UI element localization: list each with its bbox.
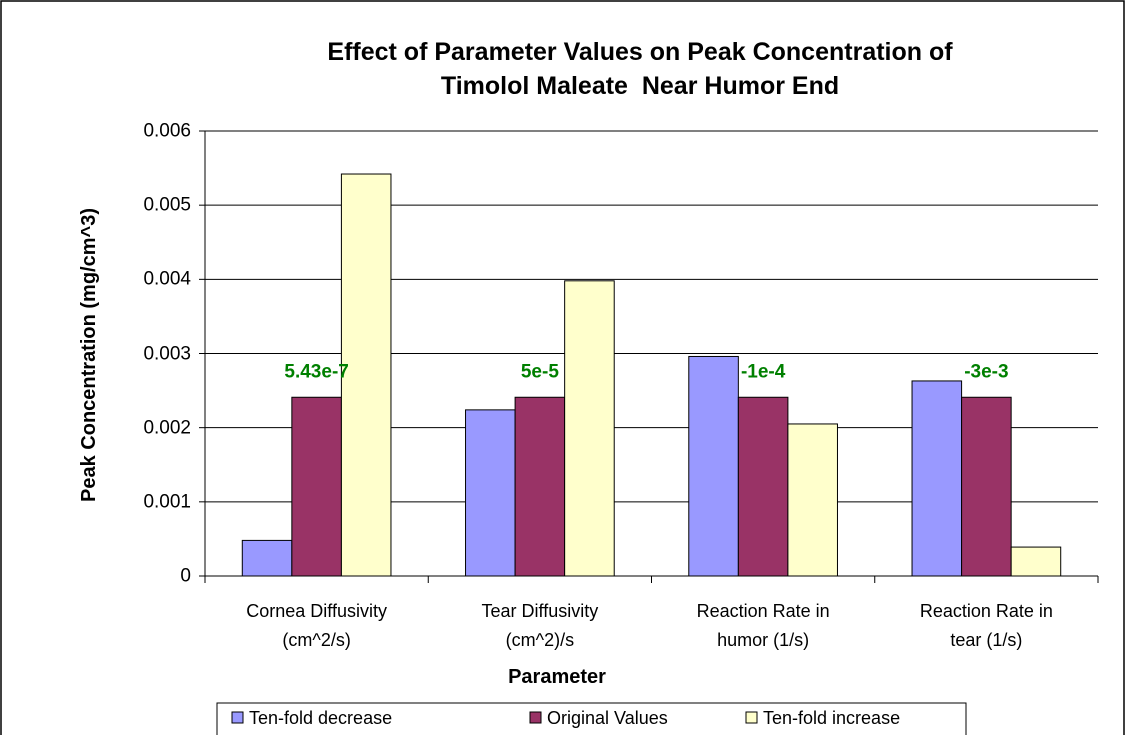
x-tick-label: Reaction Rate in tear (1/s) — [919, 601, 1053, 650]
y-tick-label: 0.001 — [143, 491, 191, 513]
bar — [911, 380, 963, 577]
y-tick-label: 0.004 — [143, 268, 191, 290]
bar — [1010, 546, 1062, 577]
y-tick-label: 0.002 — [143, 417, 191, 439]
y-tick-label: 0 — [180, 565, 191, 587]
x-axis-title: Parameter — [508, 666, 606, 688]
y-tick-label: 0.006 — [143, 120, 191, 142]
legend-label: Original Values — [547, 708, 668, 728]
annotation: -3e-3 — [964, 361, 1009, 383]
bar — [340, 173, 392, 577]
x-tick-label: Reaction Rate in humor (1/s) — [696, 601, 830, 650]
bar — [291, 396, 342, 577]
bar — [787, 423, 838, 577]
chart-title: Effect of Parameter Values on Peak Conce… — [327, 38, 953, 100]
bar — [737, 396, 789, 577]
bar — [564, 280, 615, 577]
annotation: 5e-5 — [520, 361, 559, 383]
legend-label: Ten-fold decrease — [249, 708, 393, 728]
legend-label: Ten-fold increase — [763, 708, 901, 728]
bar — [514, 396, 566, 577]
legend-swatch — [231, 711, 244, 724]
annotation: -1e-4 — [740, 361, 786, 383]
annotation: 5.43e-7 — [284, 361, 349, 383]
bar — [465, 409, 516, 577]
x-tick-label: Tear Diffusivity (cm^2)/s — [481, 601, 599, 650]
legend-swatch — [745, 711, 758, 724]
legend-swatch — [529, 711, 542, 724]
bar — [241, 539, 293, 577]
bar — [961, 396, 1012, 577]
y-tick-label: 0.005 — [143, 194, 191, 216]
legend-box — [216, 702, 967, 735]
bar — [688, 355, 739, 577]
y-tick-label: 0.003 — [143, 343, 191, 364]
x-tick-label: Cornea Diffusivity (cm^2/s) — [246, 601, 387, 650]
